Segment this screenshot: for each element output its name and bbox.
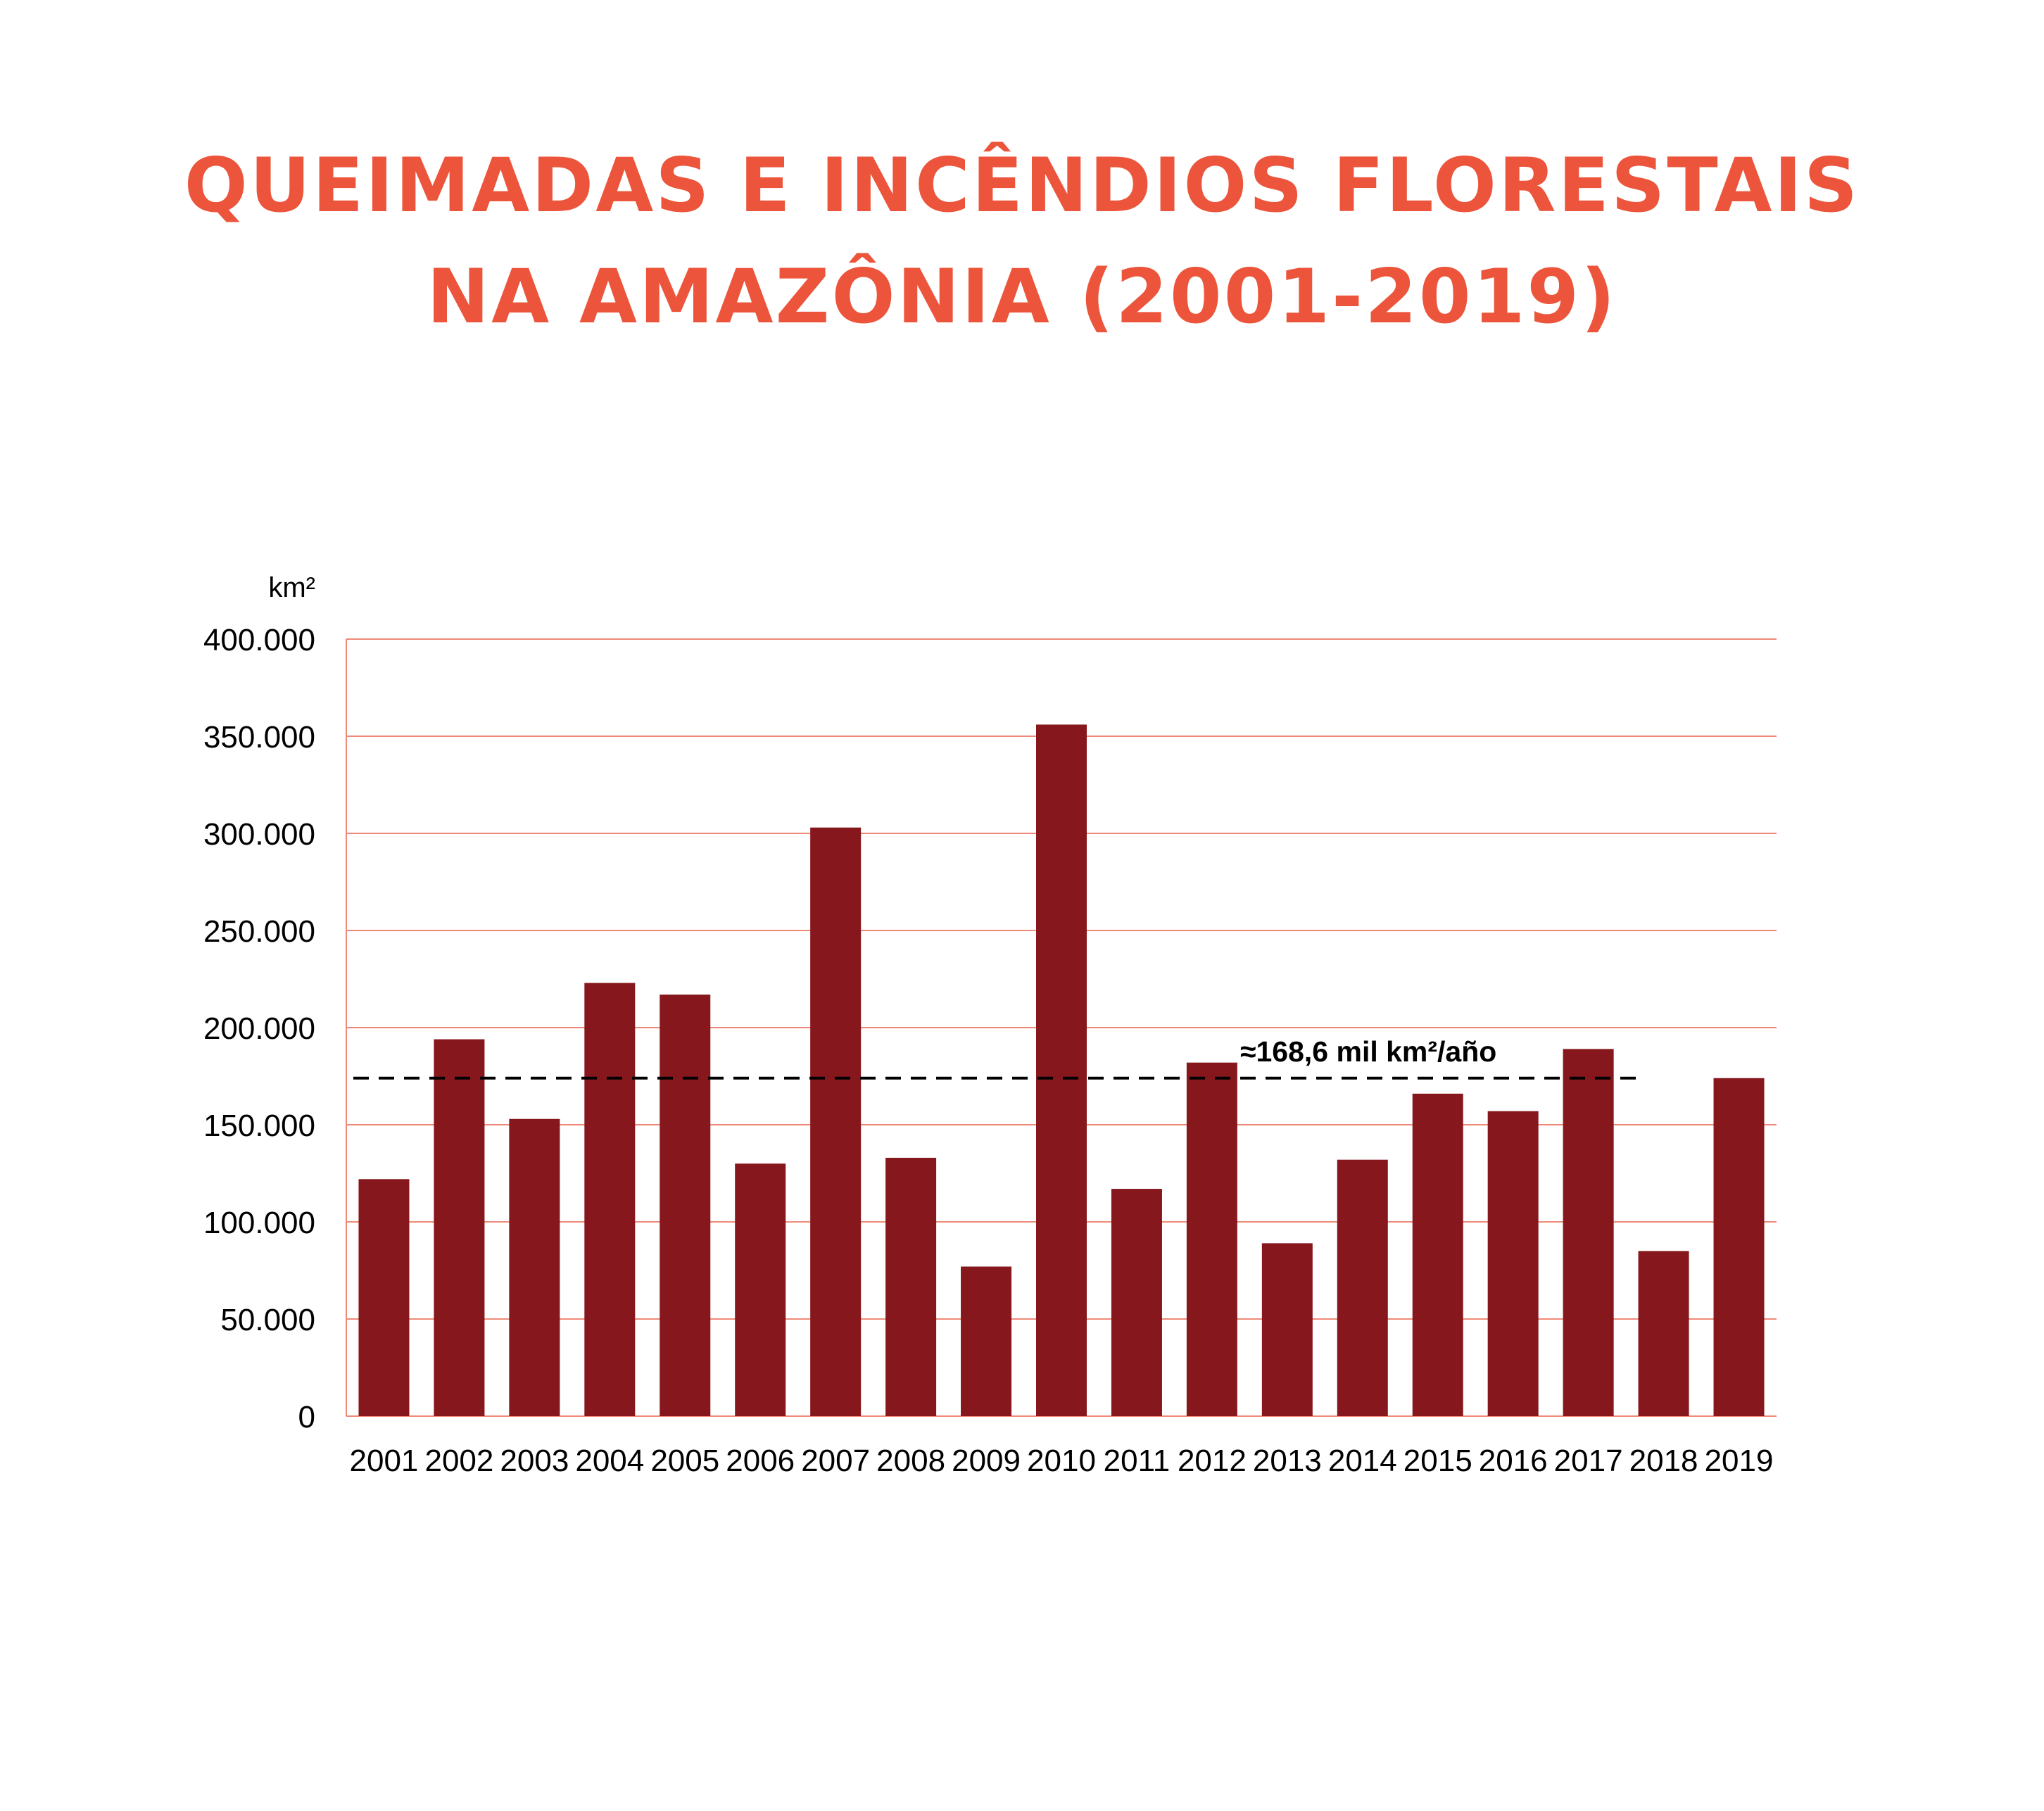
x-tick-label: 2005 (650, 1444, 719, 1478)
x-tick-label: 2015 (1403, 1444, 1472, 1478)
bar-2011 (1111, 1189, 1162, 1416)
y-tick-label: 50.000 (220, 1303, 315, 1337)
bar-2008 (885, 1157, 937, 1416)
chart-title: QUEIMADAS E INCÊNDIOS FLORESTAIS NA AMAZ… (0, 130, 2044, 353)
x-tick-label: 2016 (1479, 1444, 1548, 1478)
bar-2002 (434, 1039, 485, 1416)
bar-2015 (1412, 1093, 1463, 1416)
y-tick-label: 150.000 (203, 1109, 315, 1143)
x-tick-label: 2014 (1328, 1444, 1397, 1478)
title-line-1: QUEIMADAS E INCÊNDIOS FLORESTAIS (184, 142, 1860, 229)
y-tick-label: 250.000 (203, 914, 315, 949)
bar-2009 (961, 1266, 1012, 1416)
x-tick-label: 2008 (876, 1444, 945, 1478)
x-tick-label: 2013 (1253, 1444, 1322, 1478)
average-label: ≈168,6 mil km²/año (1240, 1035, 1496, 1068)
bar-2016 (1487, 1111, 1539, 1416)
x-tick-label: 2012 (1178, 1444, 1247, 1478)
x-tick-label: 2002 (424, 1444, 493, 1478)
bar-2017 (1563, 1049, 1614, 1416)
bar-2010 (1036, 724, 1087, 1416)
title-line-2: NA AMAZÔNIA (2001-2019) (427, 253, 1617, 340)
y-axis: 0 50.000 100.000 150.000 200.000 250.000 300.0… (203, 623, 347, 1434)
bar-2001 (358, 1179, 410, 1416)
bar-2004 (584, 983, 636, 1416)
x-tick-label: 2006 (726, 1444, 795, 1478)
bar-2019 (1713, 1078, 1765, 1416)
x-tick-label: 2004 (575, 1444, 644, 1478)
y-tick-label: 350.000 (203, 720, 315, 755)
average-annotation: ≈168,6 mil km²/año (353, 1035, 1646, 1080)
bar-2013 (1261, 1243, 1313, 1416)
y-axis-unit-label: km² (268, 572, 315, 603)
x-tick-label: 2003 (500, 1444, 569, 1478)
x-tick-label: 2018 (1629, 1444, 1698, 1478)
bar-2006 (735, 1163, 786, 1416)
bars (358, 724, 1765, 1416)
bar-2012 (1186, 1062, 1237, 1416)
y-tick-label: 400.000 (203, 623, 315, 657)
bar-2003 (509, 1118, 560, 1416)
x-tick-label: 2007 (801, 1444, 870, 1478)
bar-2014 (1337, 1159, 1388, 1416)
x-tick-label: 2010 (1027, 1444, 1096, 1478)
bar-2018 (1638, 1251, 1689, 1416)
bar-2007 (810, 827, 862, 1416)
y-tick-label: 100.000 (203, 1206, 315, 1240)
x-tick-label: 2011 (1104, 1444, 1171, 1478)
x-tick-label: 2017 (1554, 1444, 1623, 1478)
bar-2005 (660, 995, 711, 1416)
y-tick-label: 200.000 (203, 1011, 315, 1046)
y-tick-label: 0 (298, 1400, 315, 1434)
y-tick-label: 300.000 (203, 817, 315, 852)
x-axis: 2001 2002 2003 2004 2005 2006 2007 2008 2009 2010… (350, 1444, 1774, 1478)
x-tick-label: 2019 (1705, 1444, 1774, 1478)
x-tick-label: 2001 (350, 1444, 419, 1478)
x-tick-label: 2009 (952, 1444, 1021, 1478)
